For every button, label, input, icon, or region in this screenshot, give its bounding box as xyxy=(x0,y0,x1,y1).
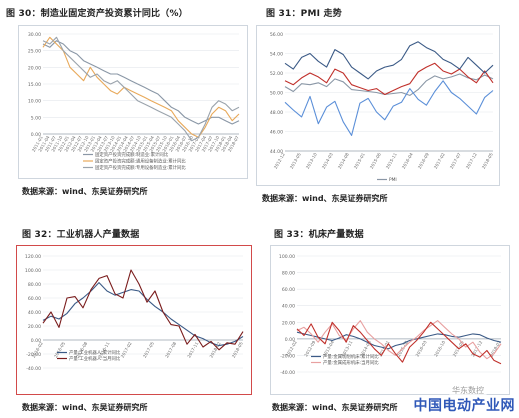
legend-label: 固定资产投资完成额:通用设备制造业:累计同比 xyxy=(95,158,186,165)
source-33: 数据来源：wind、东吴证券研究所 xyxy=(272,402,398,413)
legend-label: 产量:工业机器人:累计同比 xyxy=(69,349,121,356)
x-tick-label: 2015-06 xyxy=(369,152,382,170)
x-tick-label: 2015-01 xyxy=(353,152,366,170)
chart-30-svg: 30.0025.0020.0015.0010.005.000.002011-01… xyxy=(19,26,247,178)
source-30: 数据来源：wind、东吴证券研究所 xyxy=(22,186,148,197)
y-tick-label: 40.00 xyxy=(28,310,41,316)
y-tick-label: 100.00 xyxy=(25,268,41,274)
x-tick-label: 2014-08 xyxy=(337,152,350,170)
chart-title-33: 图 33：机床产量数据 xyxy=(274,227,364,240)
x-tick-label: 2017-02 xyxy=(120,341,133,359)
y-tick-label: 40.00 xyxy=(282,304,295,310)
series-line-2 xyxy=(285,81,493,136)
y-tick-label: 60.00 xyxy=(28,296,41,302)
series-line-0 xyxy=(43,41,239,124)
y-tick-label: 56.00 xyxy=(270,32,283,38)
y-tick-label: 120.00 xyxy=(25,254,41,260)
source-31: 数据来源：wind、东吴证券研究所 xyxy=(262,193,388,204)
x-tick-label: 2016-10 xyxy=(433,340,446,358)
y-tick-label: -40.00 xyxy=(280,370,295,376)
y-tick-label: 15.00 xyxy=(28,82,41,88)
x-tick-label: 2017-12 xyxy=(465,152,478,170)
y-tick-label: 80.00 xyxy=(282,271,295,277)
chart-box-33: 100.00 80.00 60.00 40.00 20.00 0.00 -20.00 -40.… xyxy=(270,245,510,395)
y-tick-label: 25.00 xyxy=(28,49,41,55)
x-tick-label: 2017-07 xyxy=(449,152,462,170)
x-tick-label: 2016-04 xyxy=(401,152,414,170)
x-tick-label: 2013-05 xyxy=(289,152,302,170)
series-line-3 xyxy=(285,42,493,79)
series-line-1 xyxy=(285,63,493,94)
series-line-1 xyxy=(43,270,243,350)
x-tick-label: 2018-05 xyxy=(481,152,494,170)
y-tick-label: 80.00 xyxy=(28,282,41,288)
y-tick-label: 20.00 xyxy=(28,65,41,71)
y-tick-label: 20.00 xyxy=(28,324,41,330)
x-tick-label: 2016-09 xyxy=(417,152,430,170)
source-32: 数据来源：wind、东吴证券研究所 xyxy=(22,402,148,413)
x-tick-label: 2017-05 xyxy=(142,341,155,359)
chart-box-30: 30.00 25.00 20.00 15.00 10.00 5.00 0.00 2011-01… xyxy=(18,25,248,179)
watermark-logo: 中国电动产业网 xyxy=(414,395,516,415)
x-tick-label: 2016-05 xyxy=(53,341,66,359)
chart-33-svg: 100.0080.0060.0040.0020.000.00-20.00-40.… xyxy=(271,246,509,394)
legend-label: 产量:金属成形机床:当月同比 xyxy=(323,359,379,366)
y-tick-label: 46.00 xyxy=(270,130,283,136)
x-tick-label: 2013-10 xyxy=(305,152,318,170)
legend-label: PMI xyxy=(389,177,397,183)
chart-31-svg: 56.0054.0052.0050.0048.0046.0044.002012-… xyxy=(257,26,499,185)
chart-title-32: 图 32：工业机器人产量数据 xyxy=(22,227,139,240)
chart-title-30: 图 30：制造业固定资产投资累计同比（%） xyxy=(6,6,188,19)
y-tick-label: 100.00 xyxy=(279,254,295,260)
y-tick-label: 20.00 xyxy=(282,320,295,326)
chart-title-31: 图 31：PMI 走势 xyxy=(266,6,342,19)
y-tick-label: 52.00 xyxy=(270,71,283,77)
legend-label: 产量:工业机器人:当月同比 xyxy=(69,355,121,362)
x-tick-label: 2017-08 xyxy=(164,341,177,359)
legend-label: 固定资产投资完成额:专用设备制造业:累计同比 xyxy=(95,164,186,171)
legend-label: 固定资产投资完成额:制造业:累计同比 xyxy=(95,151,169,158)
y-tick-label: 50.00 xyxy=(270,91,283,97)
x-tick-label: 2016-03 xyxy=(415,340,428,358)
y-tick-label: 60.00 xyxy=(282,287,295,293)
y-tick-label: 54.00 xyxy=(270,52,283,58)
x-tick-label: 2017-02 xyxy=(433,152,446,170)
y-tick-label: 30.00 xyxy=(28,32,41,38)
chart-box-31: 56.00 54.00 52.00 50.00 48.00 46.00 44.00 2012-… xyxy=(256,25,500,186)
y-tick-label: -40.00 xyxy=(26,366,41,372)
x-tick-label: 2015-11 xyxy=(385,152,398,170)
chart-32-svg: 120.00100.0080.0060.0040.0020.000.00-20.… xyxy=(17,246,251,394)
legend-label: 产量:金属切削机床:累计同比 xyxy=(323,353,379,360)
chart-box-32: 120.00 100.00 80.00 60.00 40.00 20.00 0.00 -20.… xyxy=(16,245,252,395)
x-tick-label: 2014-03 xyxy=(321,152,334,170)
y-tick-label: 10.00 xyxy=(28,99,41,105)
y-tick-label: 5.00 xyxy=(31,115,41,121)
x-tick-label: 2012-09 xyxy=(303,340,316,358)
series-line-2 xyxy=(43,37,239,140)
y-tick-label: 48.00 xyxy=(270,110,283,116)
